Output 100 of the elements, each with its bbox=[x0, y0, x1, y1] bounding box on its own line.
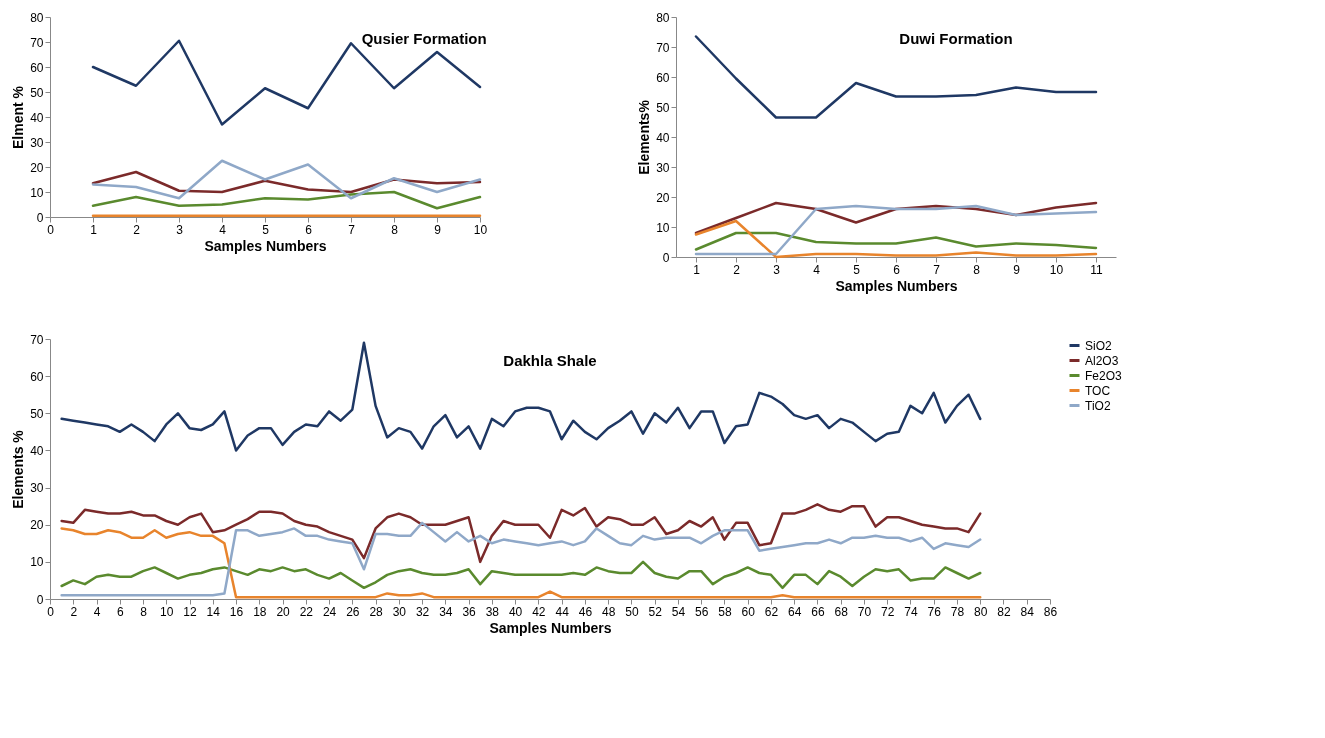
x-tick-label: 7 bbox=[348, 222, 356, 237]
text: Dakhla Shale bbox=[503, 352, 597, 369]
line-series bbox=[60, 341, 982, 452]
x-tick-label: 70 bbox=[857, 604, 872, 619]
x-tick-label: 9 bbox=[1013, 262, 1021, 277]
x-tick-label: 78 bbox=[950, 604, 965, 619]
x-tick-label: 4 bbox=[93, 604, 101, 619]
line-series bbox=[694, 219, 1098, 259]
y-tick-label: 0 bbox=[36, 210, 44, 225]
y-tick-label: 60 bbox=[30, 60, 44, 75]
y-tick-label: 30 bbox=[30, 481, 44, 496]
x-tick-label: 8 bbox=[973, 262, 981, 277]
y-tick-label: 40 bbox=[30, 110, 44, 125]
y-tick-label: 10 bbox=[30, 185, 44, 200]
x-tick-label: 6 bbox=[893, 262, 901, 277]
x-tick-label: 5 bbox=[262, 222, 270, 237]
y-tick-label: 20 bbox=[30, 160, 44, 175]
x-axis-title: Samples Numbers bbox=[489, 619, 612, 636]
y-tick-label: 30 bbox=[656, 160, 670, 175]
x-tick-label: 2 bbox=[70, 604, 78, 619]
x-tick-label: 24 bbox=[322, 604, 337, 619]
x-tick-label: 76 bbox=[927, 604, 942, 619]
x-tick-label: 32 bbox=[415, 604, 430, 619]
x-tick-label: 84 bbox=[1020, 604, 1035, 619]
x-tick-label: 7 bbox=[933, 262, 941, 277]
x-tick-label: 6 bbox=[116, 604, 124, 619]
x-tick-label: 60 bbox=[741, 604, 756, 619]
x-tick-label: 68 bbox=[834, 604, 849, 619]
y-tick-label: 60 bbox=[30, 369, 44, 384]
x-tick-label: 72 bbox=[881, 604, 895, 619]
x-tick-label: 1 bbox=[693, 262, 701, 277]
x-tick-label: 0 bbox=[47, 222, 55, 237]
y-tick-label: 20 bbox=[656, 190, 670, 205]
x-tick-label: 1 bbox=[90, 222, 98, 237]
y-tick-label: 80 bbox=[656, 10, 670, 25]
y-tick-label: 70 bbox=[30, 35, 44, 50]
x-tick-label: 74 bbox=[904, 604, 918, 619]
y-tick-label: 20 bbox=[30, 518, 44, 533]
x-tick-label: 9 bbox=[434, 222, 442, 237]
y-axis-title: Elements % bbox=[10, 429, 27, 509]
x-tick-label: 64 bbox=[788, 604, 802, 619]
x-tick-label: 5 bbox=[853, 262, 861, 277]
x-tick-label: 86 bbox=[1043, 604, 1058, 619]
x-tick-label: 2 bbox=[733, 262, 741, 277]
x-tick-label: 20 bbox=[276, 604, 291, 619]
x-tick-label: 18 bbox=[253, 604, 267, 619]
line-series bbox=[60, 560, 982, 590]
x-tick-label: 58 bbox=[718, 604, 732, 619]
x-tick-label: 50 bbox=[625, 604, 639, 619]
x-tick-label: 26 bbox=[346, 604, 360, 619]
text: Qusier Formation bbox=[361, 30, 487, 47]
x-tick-label: 34 bbox=[439, 604, 453, 619]
line-series bbox=[91, 159, 482, 200]
y-tick-label: 10 bbox=[30, 555, 44, 570]
x-axis-title: Samples Numbers bbox=[835, 277, 958, 294]
x-tick-label: 54 bbox=[671, 604, 686, 619]
y-tick-label: 60 bbox=[656, 70, 670, 85]
x-tick-label: 8 bbox=[140, 604, 148, 619]
line-series bbox=[694, 35, 1098, 119]
x-tick-label: 16 bbox=[229, 604, 244, 619]
x-tick-label: 4 bbox=[813, 262, 821, 277]
x-tick-label: 42 bbox=[532, 604, 546, 619]
x-tick-label: 38 bbox=[485, 604, 500, 619]
line-series bbox=[694, 204, 1098, 256]
x-tick-label: 36 bbox=[462, 604, 477, 619]
y-tick-label: 70 bbox=[656, 40, 670, 55]
y-tick-label: 40 bbox=[30, 443, 44, 458]
x-tick-label: 11 bbox=[1090, 262, 1104, 277]
x-tick-label: 14 bbox=[206, 604, 221, 619]
x-tick-label: 4 bbox=[219, 222, 227, 237]
y-tick-label: 0 bbox=[36, 592, 44, 607]
x-tick-label: 82 bbox=[997, 604, 1011, 619]
legend-label: SiO2 bbox=[1085, 338, 1112, 353]
x-tick-label: 12 bbox=[183, 604, 198, 619]
legend-label: Fe2O3 bbox=[1085, 368, 1123, 383]
x-tick-label: 28 bbox=[369, 604, 384, 619]
line-series bbox=[91, 190, 482, 210]
y-tick-label: 50 bbox=[656, 100, 670, 115]
x-axis-title: Samples Numbers bbox=[204, 237, 327, 254]
x-tick-label: 2 bbox=[133, 222, 141, 237]
x-tick-label: 8 bbox=[391, 222, 399, 237]
x-tick-label: 30 bbox=[392, 604, 407, 619]
x-tick-label: 80 bbox=[974, 604, 988, 619]
x-tick-label: 3 bbox=[176, 222, 184, 237]
legend-label: Al2O3 bbox=[1085, 353, 1119, 368]
y-axis-title: Elment % bbox=[10, 85, 27, 150]
x-tick-label: 10 bbox=[1049, 262, 1064, 277]
x-tick-label: 3 bbox=[773, 262, 781, 277]
x-tick-label: 0 bbox=[47, 604, 55, 619]
y-tick-label: 50 bbox=[30, 406, 44, 421]
x-tick-label: 52 bbox=[648, 604, 663, 619]
legend-label: TiO2 bbox=[1085, 398, 1111, 413]
line-series bbox=[694, 231, 1098, 251]
x-tick-label: 66 bbox=[811, 604, 825, 619]
legend-label: TOC bbox=[1085, 383, 1111, 398]
x-tick-label: 6 bbox=[305, 222, 313, 237]
x-tick-label: 22 bbox=[299, 604, 314, 619]
x-tick-label: 40 bbox=[508, 604, 523, 619]
x-tick-label: 56 bbox=[694, 604, 709, 619]
y-tick-label: 80 bbox=[30, 10, 44, 25]
